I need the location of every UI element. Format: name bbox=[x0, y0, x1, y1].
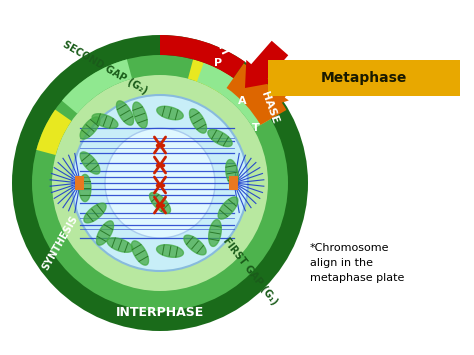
Polygon shape bbox=[184, 235, 206, 255]
Text: *Chromosome
align in the
metaphase plate: *Chromosome align in the metaphase plate bbox=[310, 243, 404, 283]
Text: MITOTI: MITOTI bbox=[201, 13, 229, 57]
Wedge shape bbox=[197, 63, 271, 129]
FancyArrow shape bbox=[245, 41, 288, 88]
Bar bbox=[75, 176, 84, 190]
Circle shape bbox=[12, 35, 308, 331]
Polygon shape bbox=[80, 117, 100, 139]
Bar bbox=[229, 176, 238, 190]
Wedge shape bbox=[160, 35, 245, 78]
Wedge shape bbox=[62, 59, 132, 114]
Wedge shape bbox=[188, 59, 233, 94]
Text: SECOND GAP (G₂): SECOND GAP (G₂) bbox=[61, 40, 149, 96]
Wedge shape bbox=[36, 110, 72, 155]
Polygon shape bbox=[92, 114, 118, 128]
Text: HASE: HASE bbox=[260, 91, 281, 125]
Circle shape bbox=[32, 55, 288, 311]
Polygon shape bbox=[79, 174, 91, 202]
Polygon shape bbox=[157, 106, 183, 120]
Polygon shape bbox=[149, 192, 171, 213]
Text: INTERPHASE: INTERPHASE bbox=[116, 306, 204, 320]
Polygon shape bbox=[117, 101, 134, 125]
Polygon shape bbox=[131, 241, 148, 265]
Polygon shape bbox=[218, 197, 238, 219]
Text: Metaphase: Metaphase bbox=[321, 71, 407, 85]
Polygon shape bbox=[80, 152, 100, 174]
Circle shape bbox=[72, 95, 248, 271]
Wedge shape bbox=[227, 64, 286, 125]
Polygon shape bbox=[133, 102, 147, 128]
Text: P: P bbox=[214, 58, 222, 68]
Polygon shape bbox=[208, 130, 232, 147]
Text: T: T bbox=[252, 123, 260, 133]
Text: A: A bbox=[237, 96, 246, 106]
Text: FIRST GAP (G₁): FIRST GAP (G₁) bbox=[221, 236, 279, 306]
Polygon shape bbox=[84, 203, 106, 223]
Circle shape bbox=[52, 75, 268, 291]
Polygon shape bbox=[97, 221, 114, 245]
Polygon shape bbox=[226, 159, 238, 186]
Polygon shape bbox=[209, 220, 221, 246]
Bar bbox=[268, 60, 460, 96]
Text: SYNTHESIS: SYNTHESIS bbox=[40, 214, 80, 272]
Polygon shape bbox=[156, 245, 183, 257]
Polygon shape bbox=[190, 109, 207, 133]
Polygon shape bbox=[107, 238, 133, 252]
FancyArrow shape bbox=[264, 67, 298, 108]
Circle shape bbox=[105, 128, 215, 238]
